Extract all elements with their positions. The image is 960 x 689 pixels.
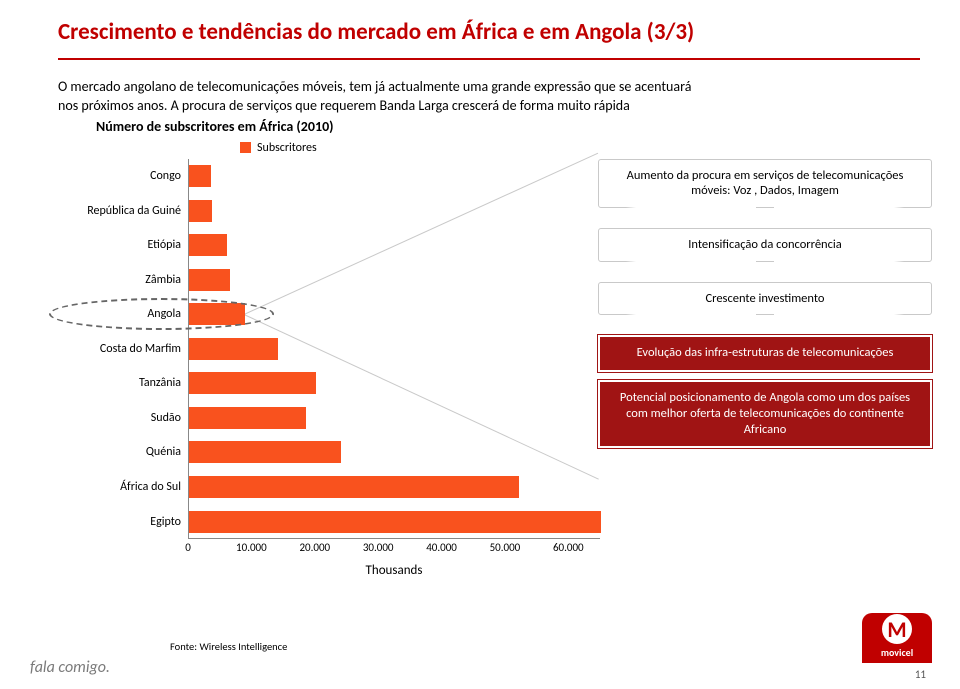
x-tick-label: 60.000 xyxy=(553,541,584,554)
x-tick-label: 50.000 xyxy=(490,541,521,554)
chevron-icon xyxy=(598,315,932,331)
bar xyxy=(189,200,212,222)
callout-box: Intensificação da concorrência xyxy=(598,228,932,262)
bar-row: Sudão xyxy=(189,407,306,429)
chart-region: Congo República da Guiné Etiópia Zâmbia Ango… xyxy=(58,159,918,589)
logo-text: movicel xyxy=(881,646,913,659)
bar-row: República da Guiné xyxy=(189,200,212,222)
brand-logo: M movicel xyxy=(862,613,932,663)
logo-mark: M xyxy=(882,614,912,644)
bar-row: Costa do Marfim xyxy=(189,338,278,360)
bar-row: Quénia xyxy=(189,441,341,463)
bar-category-label: República da Guiné xyxy=(59,204,189,218)
bar-row: África do Sul xyxy=(189,476,519,498)
bar xyxy=(189,441,341,463)
callout-column: Aumento da procura em serviços de teleco… xyxy=(598,159,932,457)
bar xyxy=(189,476,519,498)
bar-category-label: Sudão xyxy=(59,411,189,425)
page-number: 11 xyxy=(915,668,926,681)
source-note: Fonte: Wireless Intelligence xyxy=(170,640,287,653)
x-tick-label: 20.000 xyxy=(299,541,330,554)
x-tick-label: 10.000 xyxy=(236,541,267,554)
bar-row: Angola xyxy=(189,303,245,325)
bar-category-label: Zâmbia xyxy=(59,273,189,287)
bar xyxy=(189,407,306,429)
bar-category-label: Egipto xyxy=(59,515,189,529)
bar xyxy=(189,165,211,187)
bar xyxy=(189,511,601,533)
bar-category-label: Tanzânia xyxy=(59,376,189,390)
page-title: Crescimento e tendências do mercado em Á… xyxy=(0,0,960,54)
legend-label: Subscritores xyxy=(257,141,317,155)
chart-legend: Subscritores xyxy=(0,139,960,159)
bar-category-label: Congo xyxy=(59,169,189,183)
callout-box: Crescente investimento xyxy=(598,282,932,316)
bar-category-label: Costa do Marfim xyxy=(59,342,189,356)
x-tick-label: 0 xyxy=(185,541,191,554)
bar xyxy=(189,234,227,256)
intro-text: O mercado angolano de telecomunicações m… xyxy=(0,60,740,116)
legend-swatch xyxy=(240,142,251,153)
bar xyxy=(189,338,278,360)
bar-category-label: Angola xyxy=(59,307,189,321)
callout-box: Aumento da procura em serviços de teleco… xyxy=(598,159,932,208)
bar xyxy=(189,303,245,325)
x-tick-label: 30.000 xyxy=(363,541,394,554)
bar xyxy=(189,269,230,291)
bar-row: Zâmbia xyxy=(189,269,230,291)
bar-row: Egipto xyxy=(189,511,601,533)
bar-chart: Congo República da Guiné Etiópia Zâmbia Ango… xyxy=(58,159,618,589)
result-box: Evolução das infra-estruturas de telecom… xyxy=(598,335,932,371)
chevron-icon xyxy=(598,262,932,278)
bar xyxy=(189,372,316,394)
result-box: Potencial posicionamento de Angola como … xyxy=(598,380,932,449)
footer-tagline: fala comigo. xyxy=(30,658,110,677)
bar-category-label: Quénia xyxy=(59,445,189,459)
bars-region: Congo República da Guiné Etiópia Zâmbia Ango… xyxy=(188,159,600,539)
bar-row: Etiópia xyxy=(189,234,227,256)
x-tick-label: 40.000 xyxy=(426,541,457,554)
bar-row: Congo xyxy=(189,165,211,187)
bar-category-label: África do Sul xyxy=(59,480,189,494)
bar-category-label: Etiópia xyxy=(59,238,189,252)
chart-title: Número de subscritores em África (2010) xyxy=(0,116,960,139)
bar-row: Tanzânia xyxy=(189,372,316,394)
x-axis-title: Thousands xyxy=(188,563,600,578)
chevron-icon xyxy=(598,208,932,224)
